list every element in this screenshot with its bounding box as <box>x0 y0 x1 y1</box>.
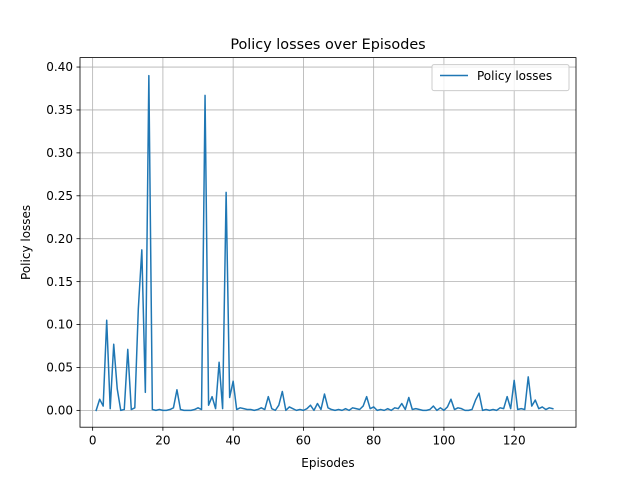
y-tick-label: 0.30 <box>46 146 73 160</box>
legend: Policy losses <box>431 64 570 92</box>
y-tick-label: 0.15 <box>46 275 73 289</box>
series-layer <box>95 74 554 412</box>
y-tick-label: 0.05 <box>46 361 73 375</box>
y-tick-label: 0.25 <box>46 189 73 203</box>
y-tick-label: 0.20 <box>46 232 73 246</box>
chart-title: Policy losses over Episodes <box>230 37 425 53</box>
x-axis-ticks: 0 20 40 60 80 100 120 <box>89 427 526 448</box>
x-tick-label: 120 <box>503 434 526 448</box>
x-tick-label: 80 <box>366 434 381 448</box>
plot-frame <box>79 57 577 428</box>
y-axis-label: Policy losses <box>19 205 33 280</box>
x-tick-label: 20 <box>155 434 170 448</box>
x-tick-label: 40 <box>226 434 241 448</box>
x-tick-label: 100 <box>432 434 455 448</box>
y-tick-label: 0.10 <box>46 318 73 332</box>
legend-label-policy-losses: Policy losses <box>477 69 552 83</box>
x-axis-label: Episodes <box>301 456 354 470</box>
series-line-policy-losses <box>95 74 554 412</box>
y-tick-label: 0.35 <box>46 103 73 117</box>
legend-box <box>431 64 570 92</box>
y-tick-label: 0.00 <box>46 404 73 418</box>
y-tick-label: 0.40 <box>46 60 73 74</box>
y-axis-ticks: 0.00 0.05 0.10 0.15 0.20 0.25 0.30 0.35 0.40 <box>46 60 80 418</box>
x-tick-label: 0 <box>89 434 97 448</box>
x-tick-label: 60 <box>296 434 311 448</box>
